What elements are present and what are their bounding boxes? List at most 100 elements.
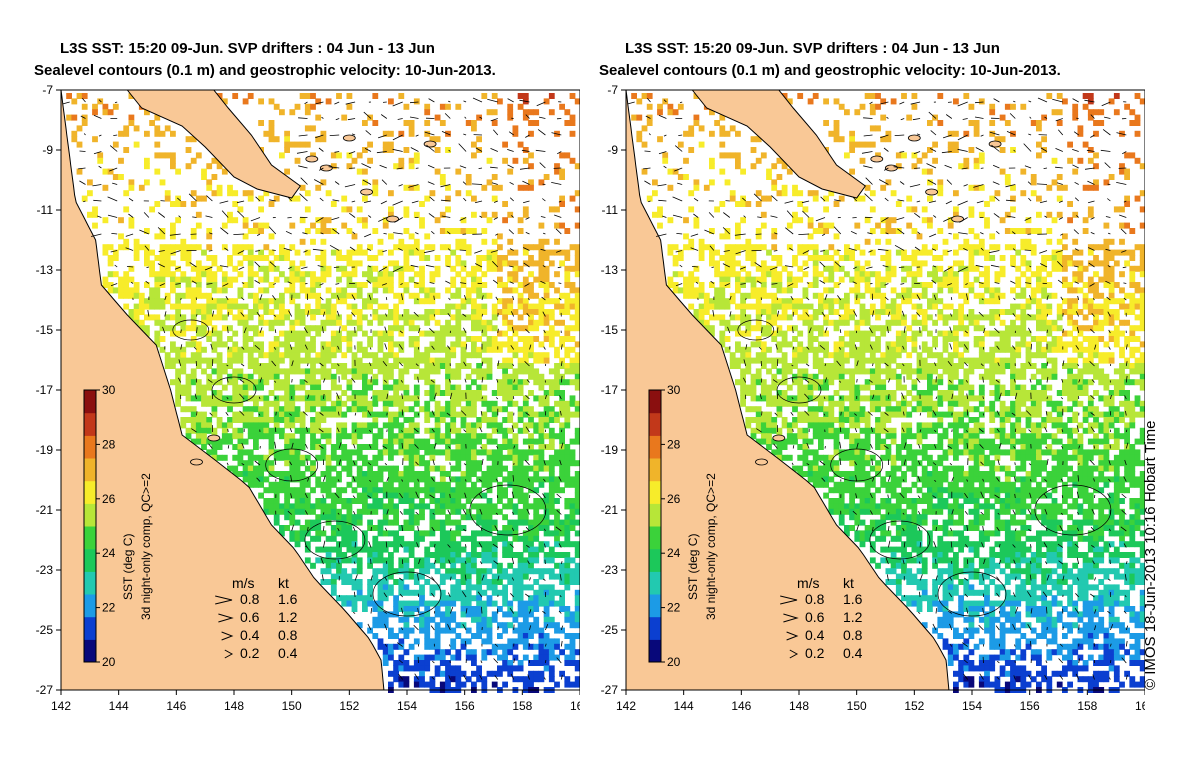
sst-cell [486,400,493,407]
sst-cell [279,503,285,510]
velocity-arrow [162,326,166,334]
sst-cell [455,303,462,310]
sst-cell [548,595,555,602]
sst-cell [310,222,316,229]
sst-cell [554,449,560,456]
sst-cell [253,363,259,369]
velocity-arrow [526,312,530,317]
velocity-arrow [428,98,435,103]
velocity-arrow [381,179,388,185]
sst-cell [253,476,259,483]
sst-cell [419,530,425,537]
y-tick-label: -15 [36,323,54,337]
sst-cell [325,271,332,278]
velocity-arrow [431,345,435,350]
sst-cell [66,93,72,99]
sst-cell [465,611,472,618]
sst-cell [362,363,368,369]
sst-cell [154,303,161,310]
sst-cell [185,292,192,299]
sst-cell [336,552,342,558]
sst-cell [429,492,436,499]
sst-cell [232,201,239,207]
sst-cell [367,627,373,634]
sst-cell [382,314,389,321]
sst-cell [398,541,405,548]
sst-cell [502,433,508,440]
sst-cell [279,298,285,305]
sst-cell [502,487,508,494]
velocity-arrow [79,180,86,185]
sst-cell [424,681,431,688]
sst-cell [408,417,415,423]
sst-cell [450,465,457,472]
sst-cell [247,406,254,413]
velocity-arrow [125,233,134,237]
sst-cell [538,519,545,526]
sst-cell [559,552,565,558]
sst-cell [154,152,161,159]
sst-cell [190,314,197,321]
sst-cell [227,255,233,261]
sst-cell [403,681,410,688]
velocity-arrow [560,375,563,383]
sst-cell [502,341,508,348]
sst-cell [554,352,560,359]
sst-cell [367,271,373,278]
sst-cell [486,552,493,558]
sst-cell [341,487,348,494]
sst-cell [528,643,534,650]
sst-cell [413,363,420,369]
sst-cell [299,433,306,440]
sst-cell [528,406,534,413]
sst-cell [507,471,514,477]
sst-cell [543,552,550,558]
sst-cell [393,265,399,272]
sst-cell [455,681,462,688]
sst-cell [512,330,519,337]
sst-cell [413,681,420,688]
velocity-arrow [241,463,245,466]
sst-cell [564,255,571,261]
velocity-arrow [523,262,530,268]
sst-cell [346,406,353,413]
sst-cell [164,298,171,305]
sst-cell [253,481,259,488]
sst-cell [491,541,498,548]
sst-cell [362,179,368,186]
sst-cell [507,384,514,391]
sst-cell [408,476,415,483]
sst-cell [927,120,933,126]
sst-cell [315,379,322,386]
velocity-arrow [480,446,483,449]
sst-cell [232,330,239,337]
sst-cell [491,346,498,353]
sst-cell [206,384,213,391]
velocity-arrow [396,642,403,647]
sst-cell [574,568,580,575]
sst-cell [491,109,498,116]
sst-cell [491,600,498,607]
sst-cell [512,525,519,531]
sst-cell [636,114,643,121]
sst-cell [393,535,399,542]
sst-cell [522,282,529,288]
sst-cell [569,525,576,531]
sst-cell [247,228,254,234]
sst-cell [564,363,571,369]
sst-cell [310,103,316,110]
sst-cell [512,157,519,164]
sst-cell [123,287,130,294]
sst-cell [398,606,405,612]
velocity-arrow [519,167,530,170]
sst-cell [382,147,389,153]
sst-cell [159,298,166,305]
velocity-arrow [448,297,451,301]
sst-cell [476,670,482,677]
sst-cell [216,298,223,305]
sst-cell [221,427,228,434]
sst-cell [164,292,171,299]
sst-cell [206,400,213,407]
sst-cell [528,465,534,472]
sst-cell [382,643,389,650]
